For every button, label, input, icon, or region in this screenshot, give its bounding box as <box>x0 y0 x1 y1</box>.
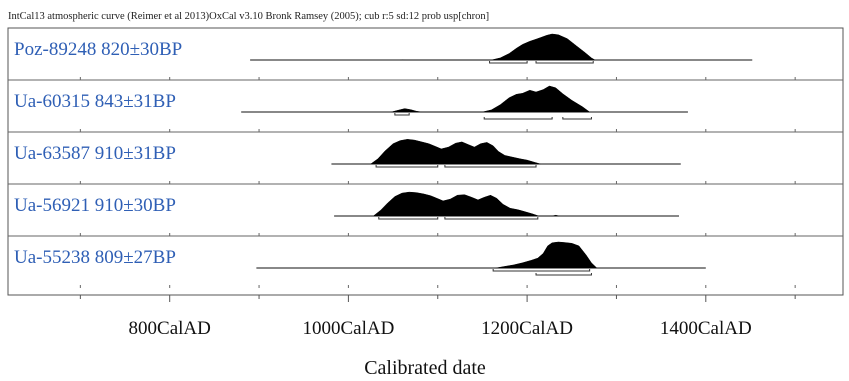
plot-frame <box>7 27 844 296</box>
sample-row: Ua-56921 910±30BP <box>8 191 843 237</box>
sample-label: Ua-55238 809±27BP <box>14 247 176 268</box>
confidence-range-bracket <box>492 269 591 272</box>
probability-distribution <box>369 139 541 165</box>
x-tick-label: 800CalAD <box>129 318 211 339</box>
confidence-range-bracket <box>378 217 439 220</box>
x-axis-ticks: 800CalAD 1000CalAD 1200CalAD 1400CalAD <box>79 295 796 339</box>
sample-label: Ua-60315 843±31BP <box>14 91 176 112</box>
probability-distribution <box>400 33 596 61</box>
x-axis-title: Calibrated date <box>364 357 486 379</box>
sample-label: Poz-89248 820±30BP <box>14 39 182 60</box>
confidence-range-bracket <box>375 165 439 168</box>
confidence-range-bracket <box>483 117 553 120</box>
confidence-range-bracket <box>535 273 592 276</box>
confidence-range-bracket <box>444 217 539 220</box>
x-tick-label: 1000CalAD <box>302 318 394 339</box>
confidence-range-bracket <box>489 61 528 64</box>
confidence-range-bracket <box>562 117 592 120</box>
sample-label: Ua-63587 910±31BP <box>14 143 176 164</box>
sample-label: Ua-56921 910±30BP <box>14 195 176 216</box>
sample-rows: Poz-89248 820±30BP Ua-60315 843±31BP Ua-63… <box>8 33 843 288</box>
x-tick-label: 1400CalAD <box>660 318 752 339</box>
probability-distribution <box>495 241 598 269</box>
confidence-range-bracket <box>535 61 594 64</box>
sample-row: Ua-55238 809±27BP <box>14 241 796 288</box>
confidence-range-bracket <box>444 165 537 168</box>
sample-row: Poz-89248 820±30BP <box>8 33 843 81</box>
sample-row: Ua-60315 843±31BP <box>8 85 843 133</box>
sample-row: Ua-63587 910±31BP <box>8 139 843 185</box>
probability-distribution <box>372 191 560 217</box>
probability-distribution <box>391 85 591 113</box>
x-tick-label: 1200CalAD <box>481 318 573 339</box>
confidence-range-bracket <box>394 113 410 116</box>
chart-header-text: IntCal13 atmospheric curve (Reimer et al… <box>8 11 489 22</box>
